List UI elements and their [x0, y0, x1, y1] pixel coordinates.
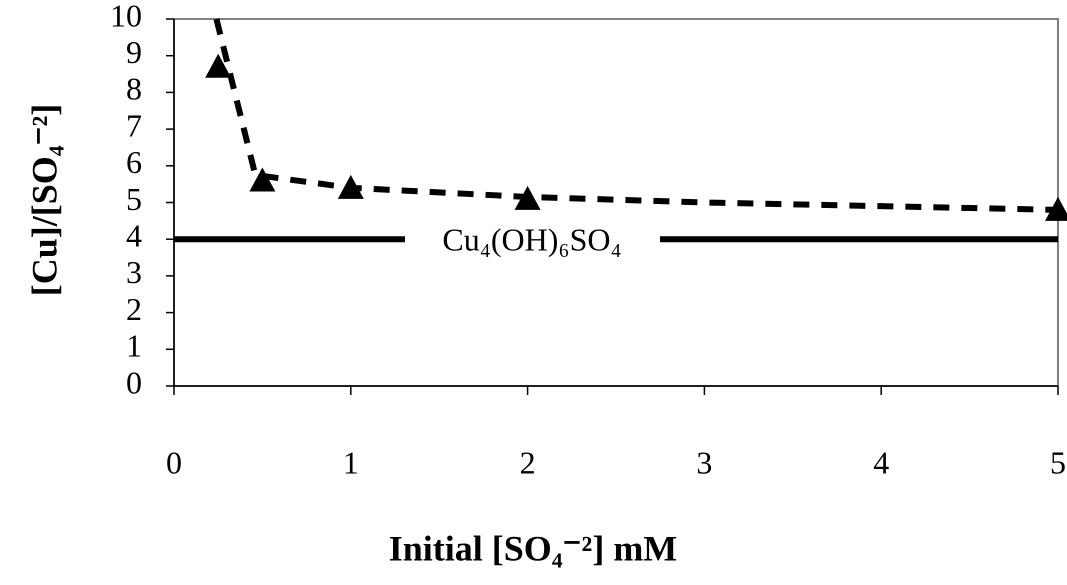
y-tick-label: 3: [126, 254, 142, 290]
y-tick-label: 2: [126, 291, 142, 327]
marker: [514, 185, 541, 210]
x-tick-label: 3: [696, 444, 712, 480]
y-tick-label: 5: [126, 181, 142, 217]
y-tick-label: 0: [126, 364, 142, 400]
y-tick-label: 7: [126, 107, 142, 143]
y-axis-title: [Cu]/[SO₄⁻²]: [24, 104, 64, 297]
y-tick-label: 9: [126, 34, 142, 70]
y-tick-label: 10: [110, 0, 142, 33]
y-tick-label: 6: [126, 144, 142, 180]
x-tick-label: 5: [1050, 444, 1066, 480]
annotation-background: [405, 218, 660, 264]
y-tick-label: 8: [126, 71, 142, 107]
marker: [1045, 196, 1067, 221]
marker: [249, 167, 276, 192]
series-line: [213, 18, 1059, 213]
x-axis-title: Initial [SO₄⁻²] mM: [389, 528, 678, 568]
marker: [337, 174, 364, 199]
x-tick-label: 2: [520, 444, 536, 480]
y-tick-label: 4: [126, 218, 142, 254]
annotation: Cu₄(OH)₆SO₄: [442, 221, 621, 257]
x-tick-label: 0: [166, 444, 182, 480]
x-tick-label: 4: [873, 444, 889, 480]
y-tick-label: 1: [126, 328, 142, 364]
marker: [205, 53, 232, 78]
plot-area: [174, 18, 1059, 243]
x-tick-label: 1: [343, 444, 359, 480]
plot-frame: [173, 18, 1059, 387]
